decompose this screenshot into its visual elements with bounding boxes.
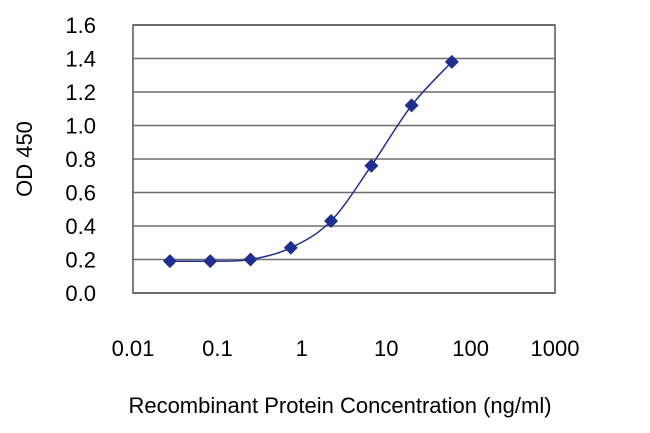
y-tick-label: 0.0 (65, 281, 96, 306)
y-tick-label: 0.2 (65, 248, 96, 273)
gridlines (133, 24, 555, 294)
data-point (283, 240, 298, 255)
y-tick-label: 0.4 (65, 214, 96, 239)
data-point (243, 252, 258, 267)
x-tick-label: 10 (374, 336, 398, 361)
x-axis-label: Recombinant Protein Concentration (ng/ml… (128, 393, 551, 418)
y-tick-label: 0.8 (65, 147, 96, 172)
data-points (162, 54, 459, 269)
x-tick-labels: 0.01 0.1 1 10 100 1000 (112, 336, 580, 361)
x-tick-label: 1 (296, 336, 308, 361)
plot-frame (132, 24, 556, 294)
data-point (404, 98, 419, 113)
data-point (162, 254, 177, 269)
x-tick-label: 100 (452, 336, 489, 361)
x-tick-label: 0.1 (202, 336, 233, 361)
x-tick-label: 1000 (531, 336, 580, 361)
data-point (444, 54, 459, 69)
data-point (364, 158, 379, 173)
y-tick-label: 1.0 (65, 114, 96, 139)
y-tick-label: 1.4 (65, 47, 96, 72)
y-axis-label: OD 450 (12, 121, 37, 197)
data-point (324, 213, 339, 228)
x-tick-label: 0.01 (112, 336, 155, 361)
y-tick-label: 0.6 (65, 181, 96, 206)
y-tick-label: 1.6 (65, 13, 96, 38)
y-tick-label: 1.2 (65, 80, 96, 105)
y-tick-labels: 0.0 0.2 0.4 0.6 0.8 1.0 1.2 1.4 1.6 (65, 13, 96, 306)
data-point (203, 254, 218, 269)
